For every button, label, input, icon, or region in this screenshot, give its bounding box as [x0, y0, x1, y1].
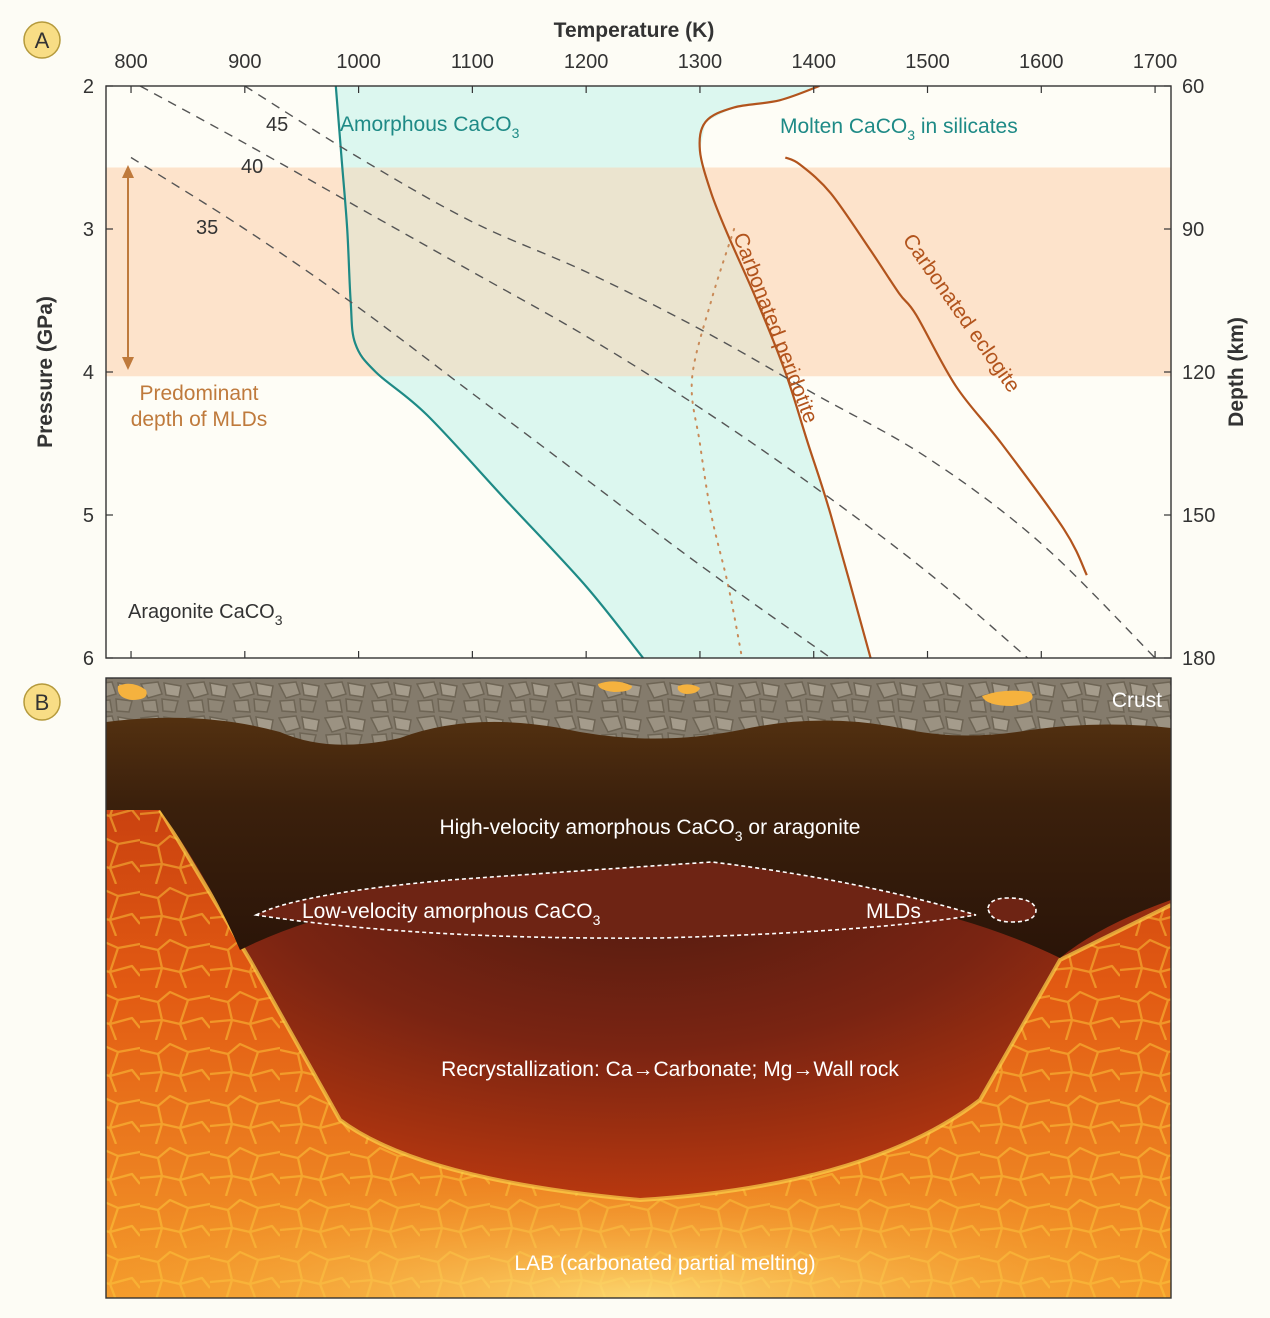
carbonated-eclogite-line [784, 156, 1088, 576]
plot-content [106, 86, 1171, 658]
x-axis-ticks: 800 900 1000 1100 1200 1300 1400 1500 1600 1700 [114, 51, 1177, 658]
panel-b-frame [105, 677, 1172, 1299]
panel-b-label: B [35, 690, 50, 715]
x-tick-label: 1100 [451, 51, 494, 73]
low-velocity-label: Low-velocity amorphous CaCO3 [302, 900, 601, 928]
crust-magma-pocket [117, 683, 147, 700]
isotherm-45-line [244, 86, 1156, 658]
x-tick-label: 1200 [564, 51, 609, 73]
cross-section-illustration [106, 678, 1171, 1298]
isotherm-35-line [130, 156, 832, 658]
mld-depth-arrow [122, 165, 134, 370]
low-velocity-mld-zone [253, 861, 977, 939]
carbonated-peridotite-line [698, 86, 872, 658]
crust-label: Crust [1112, 689, 1162, 712]
molten-label: Molten CaCO3 in silicates [780, 115, 1018, 143]
mld-band-label-line1: Predominant [139, 382, 258, 405]
y-tick-label: 2 [83, 76, 94, 98]
y-tick-label: 5 [83, 505, 94, 527]
y2-axis-label: Depth (km) [1225, 317, 1248, 427]
x-tick-label: 1600 [1019, 51, 1064, 73]
y2-tick-label: 90 [1182, 219, 1204, 241]
crust-magma-pocket [598, 681, 632, 692]
crust-magma-pocket [982, 690, 1033, 706]
y2-tick-label: 60 [1182, 76, 1204, 98]
mld-band-label-line2: depth of MLDs [131, 408, 268, 431]
isotherm-35-label: 35 [196, 217, 218, 239]
x-tick-label: 900 [228, 51, 261, 73]
y2-tick-label: 120 [1182, 362, 1215, 384]
y2-axis-ticks: 60 90 120 150 180 [1164, 76, 1215, 670]
x-tick-label: 1500 [905, 51, 950, 73]
isotherm-40-label: 40 [241, 156, 263, 178]
amorphous-boundary-line [334, 86, 644, 658]
y-axis-ticks: 2 3 4 5 6 [83, 76, 113, 670]
x-tick-label: 1700 [1133, 51, 1178, 73]
amorphous-label: Amorphous CaCO3 [340, 113, 520, 141]
x-tick-label: 1300 [678, 51, 723, 73]
y2-tick-label: 150 [1182, 505, 1215, 527]
x-tick-label: 1000 [336, 51, 381, 73]
x-axis-label: Temperature (K) [554, 19, 715, 42]
crust-magma-pocket [677, 684, 700, 694]
panel-a-label: A [35, 28, 50, 53]
y-tick-label: 4 [83, 362, 94, 384]
high-velocity-label: High-velocity amorphous CaCO3 or aragoni… [439, 816, 860, 844]
mlds-label: MLDs [866, 900, 921, 923]
dotted-boundary-line [690, 228, 743, 658]
panel-b-badge: B [23, 683, 61, 721]
aragonite-label: Aragonite CaCO3 [128, 601, 283, 628]
x-tick-label: 1400 [791, 51, 836, 73]
recrystallization-label: Recrystallization: Ca→Carbonate; Mg→Wall… [441, 1058, 899, 1081]
isotherm-45-label: 45 [266, 114, 288, 136]
isotherm-40-line [139, 86, 1029, 658]
y-axis-label: Pressure (GPa) [34, 296, 57, 448]
small-mld-pocket [987, 897, 1037, 923]
y-tick-label: 6 [83, 648, 94, 670]
x-tick-label: 800 [114, 51, 147, 73]
panel-a-badge: A [23, 21, 61, 59]
series-layer [130, 86, 1156, 658]
y2-tick-label: 180 [1182, 648, 1215, 670]
bowl-rim [158, 808, 1171, 1203]
y-tick-label: 3 [83, 219, 94, 241]
crust-layer [106, 678, 1171, 745]
lab-label: LAB (carbonated partial melting) [514, 1252, 815, 1275]
